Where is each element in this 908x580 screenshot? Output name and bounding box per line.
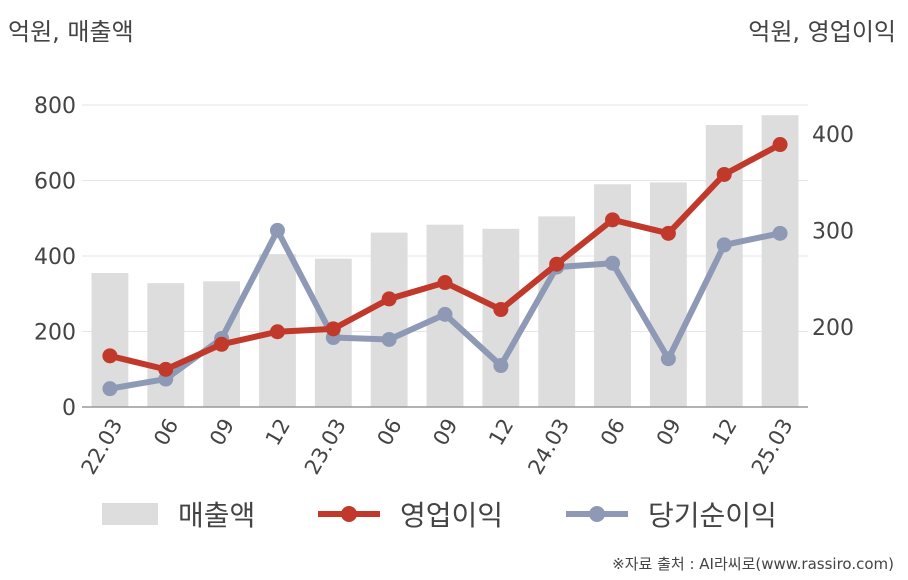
legend-swatch-revenue: [102, 503, 158, 525]
operating-profit-point: [269, 324, 285, 340]
operating-profit-point: [716, 166, 732, 182]
x-tick-label: 23.03: [300, 415, 351, 479]
legend-item-revenue: 매출액: [102, 494, 255, 534]
right-tick-label: 400: [812, 123, 854, 148]
x-tick-label: 22.03: [77, 415, 128, 479]
x-tick-label: 06: [596, 415, 630, 450]
net-profit-point: [381, 331, 397, 347]
legend-label-revenue: 매출액: [178, 499, 256, 532]
revenue-bar: [147, 283, 185, 407]
x-tick-label: 12: [484, 415, 518, 450]
operating-profit-point: [158, 361, 174, 377]
left-tick-label: 0: [62, 396, 76, 421]
x-tick-label: 09: [205, 415, 239, 450]
operating-profit-point: [772, 137, 788, 153]
operating-profit-point: [102, 348, 118, 364]
net-profit-point: [660, 351, 676, 367]
net-profit-point: [493, 358, 509, 374]
right-tick-label: 200: [812, 316, 854, 341]
operating-profit-point: [214, 336, 230, 352]
x-tick-label: 06: [373, 415, 407, 450]
operating-profit-point: [660, 225, 676, 241]
revenue-bar: [370, 232, 408, 407]
right-tick-label: 300: [812, 219, 854, 244]
legend-label-net: 당기순이익: [648, 499, 777, 532]
net-profit-point: [437, 306, 453, 322]
operating-profit-point: [437, 275, 453, 291]
operating-profit-point: [325, 321, 341, 337]
operating-profit-point: [605, 212, 621, 228]
source-note: ※자료 출처 : AI라씨로(www.rassiro.com): [612, 555, 894, 573]
legend-item-operating: 영업이익: [318, 494, 503, 534]
left-tick-label: 200: [34, 321, 76, 346]
left-axis-unit: 억원, 매출액: [8, 18, 134, 46]
revenue-bar: [761, 115, 799, 407]
revenue-bar: [482, 228, 520, 407]
chart-legend: 매출액 영업이익 당기순이익: [0, 494, 908, 534]
x-tick-label: 12: [261, 415, 295, 450]
x-tick-label: 24.03: [523, 415, 574, 479]
legend-item-net: 당기순이익: [566, 494, 777, 534]
net-profit-point: [605, 255, 621, 271]
x-tick-label: 06: [149, 415, 183, 450]
net-profit-point: [716, 237, 732, 253]
revenue-bar: [538, 216, 576, 407]
operating-profit-point: [549, 256, 565, 272]
x-tick-label: 25.03: [747, 415, 798, 479]
x-tick-label: 09: [652, 415, 686, 450]
left-tick-label: 400: [34, 245, 76, 270]
left-tick-label: 600: [34, 170, 76, 195]
legend-label-operating: 영업이익: [400, 499, 504, 532]
net-profit-point: [102, 381, 118, 397]
x-tick-label: 12: [708, 415, 742, 450]
right-axis-unit: 억원, 영업이익: [748, 18, 896, 46]
legend-swatch-net: [566, 506, 628, 522]
operating-profit-point: [493, 302, 509, 318]
net-profit-point: [772, 225, 788, 241]
legend-swatch-operating: [318, 506, 380, 522]
operating-profit-point: [381, 291, 397, 307]
x-tick-label: 09: [428, 415, 462, 450]
net-profit-point: [269, 222, 285, 238]
left-tick-label: 800: [34, 94, 76, 119]
